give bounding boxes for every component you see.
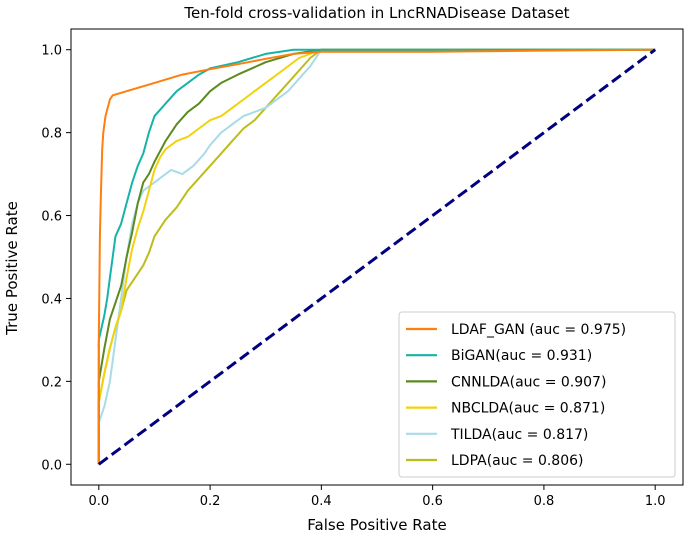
roc-curve-bigan (97, 48, 656, 465)
roc-curve-tilda (97, 48, 656, 465)
legend-label: BiGAN(auc = 0.931) (451, 348, 592, 364)
legend-label: TILDA(auc = 0.817) (450, 427, 588, 443)
legend-label: LDAF_GAN (auc = 0.975) (451, 322, 626, 338)
y-axis-ticks: 0.0 0.2 0.4 0.6 0.8 1.0 (41, 44, 71, 473)
x-axis-label: False Positive Rate (307, 516, 446, 534)
y-tick-label: 0.8 (41, 127, 62, 142)
legend-label: NBCLDA(auc = 0.871) (451, 401, 605, 417)
roc-curve-ldaf-gan (97, 48, 656, 465)
roc-curve-nbclda (97, 48, 656, 465)
legend: LDAF_GAN (auc = 0.975) BiGAN(auc = 0.931)… (398, 311, 676, 478)
y-axis-label: True Positive Rate (3, 201, 21, 336)
x-tick-label: 0.2 (200, 494, 221, 509)
y-tick-label: 1.0 (41, 44, 62, 59)
x-tick-label: 1.0 (645, 494, 666, 509)
roc-curves (97, 48, 657, 466)
y-tick-label: 0.6 (41, 210, 62, 225)
plot-area: 0.0 0.2 0.4 0.6 0.8 1.0 0.0 0.2 0.4 0.6 0.8 1.0 (41, 28, 684, 509)
legend-box (398, 311, 676, 478)
x-tick-label: 0.0 (88, 494, 109, 509)
y-tick-label: 0.0 (41, 458, 62, 473)
x-tick-label: 0.8 (534, 494, 555, 509)
legend-label: CNNLDA(auc = 0.907) (451, 374, 606, 390)
x-axis-ticks: 0.0 0.2 0.4 0.6 0.8 1.0 (88, 485, 666, 509)
x-tick-label: 0.6 (422, 494, 443, 509)
y-tick-label: 0.4 (41, 292, 62, 307)
chart-title: Ten-fold cross-validation in LncRNADisea… (183, 4, 569, 22)
legend-label: LDPA(auc = 0.806) (451, 453, 584, 469)
x-tick-label: 0.4 (311, 494, 332, 509)
chance-diagonal-line (97, 48, 657, 466)
y-tick-label: 0.2 (41, 375, 62, 390)
